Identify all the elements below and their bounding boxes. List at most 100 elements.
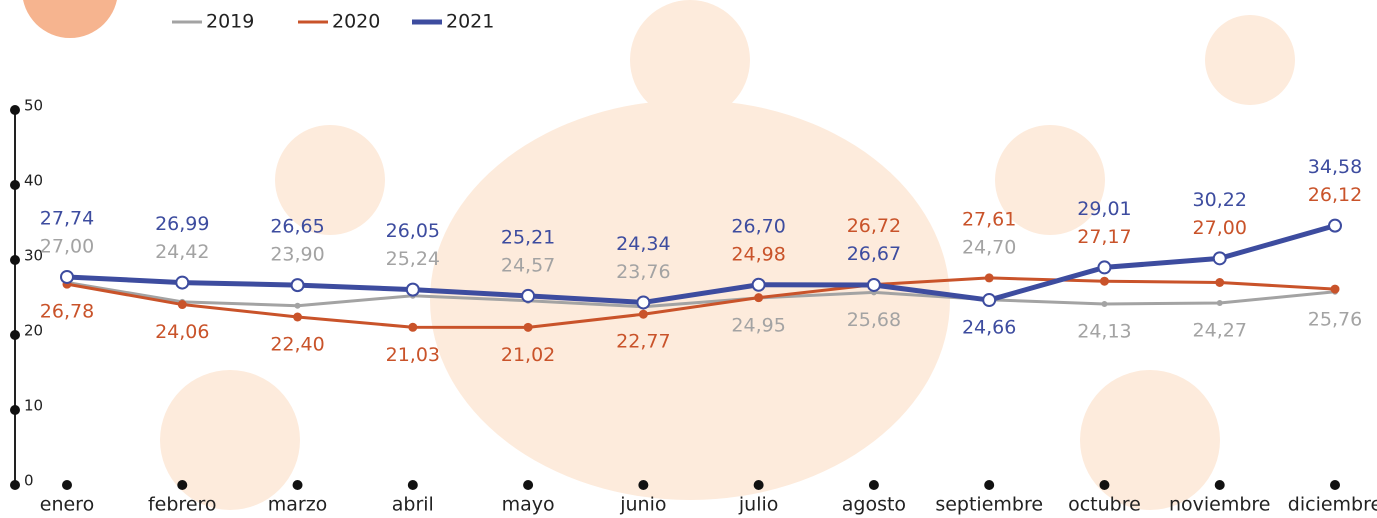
data-label: 24,06 [155, 321, 209, 343]
x-tick-label: enero [40, 494, 94, 516]
x-tick-mark [1099, 480, 1109, 490]
y-tick-label: 20 [24, 322, 43, 340]
point [1217, 300, 1223, 306]
point [985, 273, 994, 282]
data-label: 24,34 [616, 233, 670, 255]
y-tick-mark [10, 405, 20, 415]
data-label: 24,27 [1193, 319, 1247, 341]
data-label: 24,13 [1077, 321, 1131, 343]
x-tick-label: julio [738, 494, 779, 516]
data-label: 29,01 [1077, 198, 1131, 220]
x-tick-mark [408, 480, 418, 490]
y-tick-mark [10, 180, 20, 190]
x-tick-label: septiembre [935, 494, 1043, 516]
data-label: 24,57 [501, 254, 555, 276]
y-tick-label: 0 [24, 472, 34, 490]
data-label: 25,76 [1308, 308, 1362, 330]
x-tick-mark [638, 480, 648, 490]
x-tick-mark [1330, 480, 1340, 490]
point [1329, 220, 1341, 232]
data-label: 27,74 [40, 207, 94, 229]
x-tick-label: noviembre [1169, 494, 1271, 516]
data-label: 24,42 [155, 241, 209, 263]
y-tick-label: 40 [24, 172, 43, 190]
data-label: 24,70 [962, 236, 1016, 258]
y-tick-label: 50 [24, 97, 43, 115]
data-label: 27,00 [1193, 217, 1247, 239]
data-label: 23,90 [270, 244, 324, 266]
point [1214, 252, 1226, 264]
data-label: 22,40 [270, 334, 324, 356]
x-tick-mark [62, 480, 72, 490]
point [293, 313, 302, 322]
x-tick-label: junio [619, 494, 666, 516]
data-label: 27,17 [1077, 226, 1131, 248]
data-label: 21,02 [501, 344, 555, 366]
data-label: 22,77 [616, 331, 670, 353]
virus-spike [1205, 15, 1295, 105]
point [868, 279, 880, 291]
data-label: 26,72 [847, 215, 901, 237]
y-tick-mark [10, 480, 20, 490]
point [753, 279, 765, 291]
x-tick-label: marzo [268, 494, 328, 516]
point [983, 294, 995, 306]
point [178, 300, 187, 309]
data-label: 26,67 [847, 243, 901, 265]
data-label: 25,24 [386, 248, 440, 270]
point [295, 303, 301, 309]
data-label: 26,70 [731, 215, 785, 237]
legend-label: 2020 [332, 11, 380, 33]
point [754, 293, 763, 302]
virus-spike [1080, 370, 1220, 510]
data-label: 27,00 [40, 235, 94, 257]
y-tick-label: 10 [24, 397, 43, 415]
background-decoration [22, 0, 1295, 510]
point [1331, 285, 1340, 294]
x-tick-mark [293, 480, 303, 490]
point [408, 323, 417, 332]
corner-circle [22, 0, 118, 38]
data-label: 25,68 [847, 309, 901, 331]
point [176, 277, 188, 289]
point [407, 284, 419, 296]
point [637, 296, 649, 308]
y-tick-mark [10, 255, 20, 265]
legend-label: 2021 [446, 11, 494, 33]
x-tick-mark [177, 480, 187, 490]
x-tick-label: octubre [1068, 494, 1141, 516]
x-tick-mark [984, 480, 994, 490]
point [1098, 261, 1110, 273]
x-tick-label: diciembre [1288, 494, 1377, 516]
y-tick-mark [10, 330, 20, 340]
x-tick-label: mayo [502, 494, 555, 516]
data-label: 25,21 [501, 226, 555, 248]
data-label: 24,98 [731, 243, 785, 265]
point [639, 310, 648, 319]
data-label: 26,05 [386, 220, 440, 242]
x-tick-label: agosto [842, 494, 906, 516]
data-label: 21,03 [386, 344, 440, 366]
y-tick-mark [10, 105, 20, 115]
point [524, 323, 533, 332]
legend-label: 2019 [206, 11, 254, 33]
point [292, 279, 304, 291]
data-label: 34,58 [1308, 156, 1362, 178]
data-label: 24,95 [731, 314, 785, 336]
data-label: 26,65 [270, 216, 324, 238]
data-label: 26,12 [1308, 184, 1362, 206]
data-label: 26,99 [155, 213, 209, 235]
point [1215, 278, 1224, 287]
x-tick-mark [869, 480, 879, 490]
data-label: 30,22 [1193, 189, 1247, 211]
point [1101, 301, 1107, 307]
virus-spike [630, 0, 750, 120]
x-tick-label: abril [392, 494, 434, 516]
point [522, 290, 534, 302]
x-tick-mark [754, 480, 764, 490]
data-label: 23,76 [616, 261, 670, 283]
point [1100, 277, 1109, 286]
data-label: 26,78 [40, 301, 94, 323]
x-tick-mark [523, 480, 533, 490]
point [61, 271, 73, 283]
